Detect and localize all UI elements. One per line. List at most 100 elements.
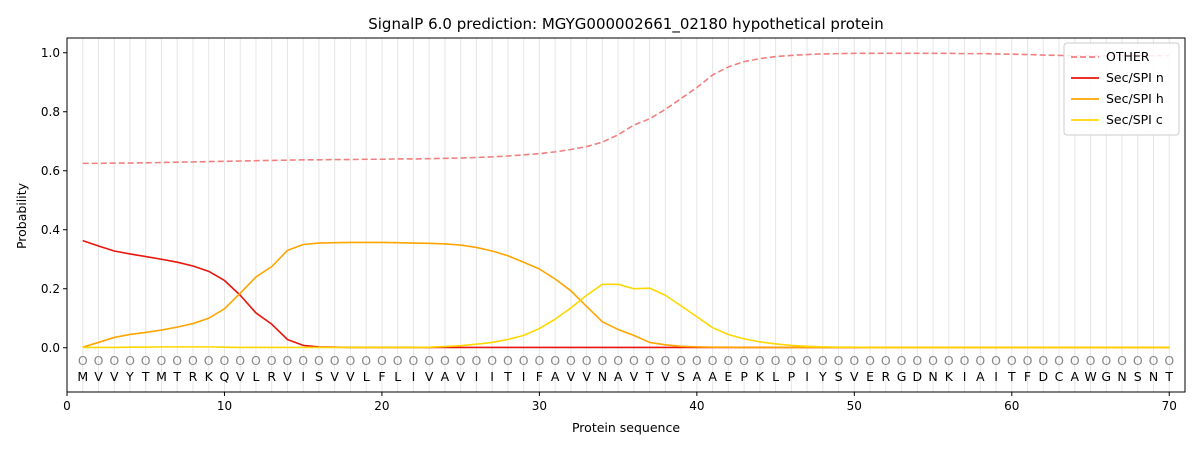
region-marker: O [346, 353, 356, 368]
residue-label: L [394, 369, 401, 384]
residue-label: K [756, 369, 765, 384]
region-marker: O [456, 353, 466, 368]
region-marker: O [204, 353, 214, 368]
residue-label: T [141, 369, 150, 384]
y-tick-label: 0.4 [41, 223, 60, 237]
region-marker: O [739, 353, 749, 368]
region-marker: O [1133, 353, 1143, 368]
series-layer [82, 52, 1170, 349]
region-marker: O [771, 353, 781, 368]
region-marker: O [440, 353, 450, 368]
residue-label: A [693, 369, 702, 384]
residue-label: V [110, 369, 119, 384]
y-tick-label: 1.0 [41, 46, 60, 60]
residue-label: I [301, 369, 305, 384]
residue-label: A [708, 369, 717, 384]
region-marker: O [912, 353, 922, 368]
residue-label: G [897, 369, 907, 384]
residue-label: I [475, 369, 479, 384]
region-marker: O [361, 353, 371, 368]
region-marker: O [1117, 353, 1127, 368]
residue-label: N [1117, 369, 1126, 384]
residue-label: K [205, 369, 214, 384]
region-marker: O [723, 353, 733, 368]
region-marker: O [172, 353, 182, 368]
region-marker: O [519, 353, 529, 368]
region-marker: O [834, 353, 844, 368]
region-marker: O [220, 353, 230, 368]
region-marker: O [660, 353, 670, 368]
residue-label: F [536, 369, 543, 384]
region-marker: O [897, 353, 907, 368]
legend-label: Sec/SPI h [1106, 91, 1164, 106]
residue-label: V [630, 369, 639, 384]
residue-label: V [456, 369, 465, 384]
residue-label: A [1070, 369, 1079, 384]
region-marker: O [849, 353, 859, 368]
residue-label: V [94, 369, 103, 384]
sequence-layer: OMOVOVOYOTOMOTOROKOQOVOLOROVOIOSOVOVOLOF… [77, 353, 1174, 384]
residue-label: A [976, 369, 985, 384]
region-marker: O [94, 353, 104, 368]
residue-label: I [805, 369, 809, 384]
x-tick-label: 0 [63, 399, 71, 413]
region-marker: O [487, 353, 497, 368]
chart-title: SignalP 6.0 prediction: MGYG000002661_02… [368, 15, 884, 34]
residue-label: S [315, 369, 323, 384]
residue-label: T [172, 369, 181, 384]
region-marker: O [802, 353, 812, 368]
residue-label: F [1024, 369, 1031, 384]
residue-label: P [740, 369, 748, 384]
region-marker: O [755, 353, 765, 368]
region-marker: O [1070, 353, 1080, 368]
region-marker: O [251, 353, 261, 368]
residue-label: T [645, 369, 654, 384]
region-marker: O [566, 353, 576, 368]
legend-label: Sec/SPI c [1106, 112, 1163, 127]
region-marker: O [109, 353, 119, 368]
residue-label: V [850, 369, 859, 384]
residue-label: Y [818, 369, 827, 384]
residue-label: F [378, 369, 385, 384]
region-marker: O [1149, 353, 1159, 368]
residue-label: S [835, 369, 843, 384]
residue-label: E [866, 369, 874, 384]
region-marker: O [157, 353, 167, 368]
region-marker: O [944, 353, 954, 368]
residue-label: V [236, 369, 245, 384]
residue-label: K [945, 369, 954, 384]
region-marker: O [975, 353, 985, 368]
residue-label: L [363, 369, 370, 384]
residue-label: N [1149, 369, 1158, 384]
region-marker: O [393, 353, 403, 368]
series-line [82, 283, 1170, 349]
residue-label: Q [220, 369, 230, 384]
region-marker: O [267, 353, 277, 368]
residue-label: T [1164, 369, 1173, 384]
residue-label: Y [125, 369, 134, 384]
region-marker: O [283, 353, 293, 368]
x-tick-label: 40 [689, 399, 704, 413]
region-marker: O [629, 353, 639, 368]
legend: OTHER Sec/SPI n Sec/SPI h Sec/SPI c [1063, 42, 1180, 136]
residue-label: V [567, 369, 576, 384]
residue-label: I [963, 369, 967, 384]
x-axis-label: Protein sequence [572, 420, 680, 435]
x-tick-label: 10 [217, 399, 232, 413]
residue-label: V [661, 369, 670, 384]
residue-label: E [724, 369, 732, 384]
residue-label: L [772, 369, 779, 384]
legend-box [1063, 42, 1180, 136]
region-marker: O [881, 353, 891, 368]
residue-label: A [441, 369, 450, 384]
residue-label: L [252, 369, 259, 384]
region-marker: O [503, 353, 513, 368]
region-marker: O [645, 353, 655, 368]
x-tick-label: 60 [1004, 399, 1019, 413]
x-tick-label: 70 [1162, 399, 1177, 413]
region-marker: O [409, 353, 419, 368]
residue-label: R [267, 369, 276, 384]
residue-label: R [881, 369, 890, 384]
